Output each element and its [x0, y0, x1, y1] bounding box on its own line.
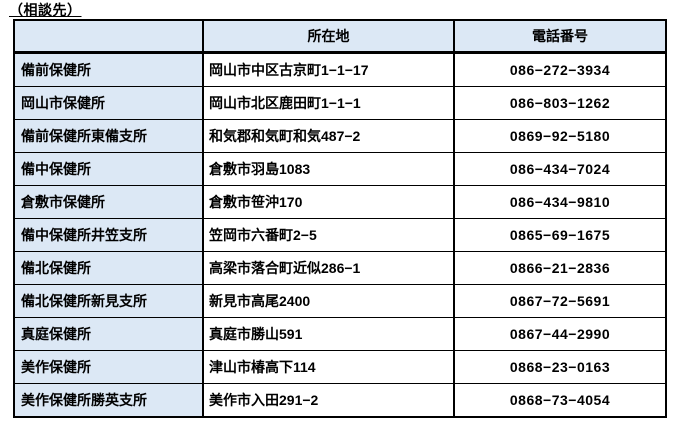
phone-cell: 086−434−7024 — [453, 152, 667, 186]
facility-name-cell: 美作保健所勝英支所 — [13, 383, 204, 418]
facility-name-cell: 倉敷市保健所 — [13, 185, 204, 219]
address-cell: 津山市椿高下114 — [202, 350, 455, 384]
phone-cell: 086−803−1262 — [453, 86, 667, 120]
facility-name-cell: 備前保健所東備支所 — [13, 119, 204, 153]
address-cell: 美作市入田291−2 — [202, 383, 455, 418]
facility-name-cell: 備北保健所新見支所 — [13, 284, 204, 318]
table-row: 備北保健所 高梁市落合町近似286−1 0866−21−2836 — [13, 251, 667, 285]
phone-cell: 0868−23−0163 — [453, 350, 667, 384]
address-cell: 岡山市北区鹿田町1−1−1 — [202, 86, 455, 120]
page-title: （相談先） — [9, 2, 82, 18]
table-row: 備中保健所井笠支所 笠岡市六番町2−5 0865−69−1675 — [13, 218, 667, 252]
table-row: 美作保健所勝英支所 美作市入田291−2 0868−73−4054 — [13, 383, 667, 418]
phone-cell: 0867−72−5691 — [453, 284, 667, 318]
facility-name-cell: 美作保健所 — [13, 350, 204, 384]
address-cell: 岡山市中区古京町1−1−17 — [202, 52, 455, 87]
facility-name-cell: 備中保健所井笠支所 — [13, 218, 204, 252]
address-cell: 和気郡和気町和気487−2 — [202, 119, 455, 153]
address-cell: 高梁市落合町近似286−1 — [202, 251, 455, 285]
phone-cell: 0865−69−1675 — [453, 218, 667, 252]
facility-name-cell: 備北保健所 — [13, 251, 204, 285]
facility-name-cell: 岡山市保健所 — [13, 86, 204, 120]
table-row: 備前保健所 岡山市中区古京町1−1−17 086−272−3934 — [13, 52, 667, 87]
address-cell: 真庭市勝山591 — [202, 317, 455, 351]
contact-table: 所在地 電話番号 備前保健所 岡山市中区古京町1−1−17 086−272−39… — [13, 19, 667, 418]
phone-cell: 086−434−9810 — [453, 185, 667, 219]
address-cell: 倉敷市笹沖170 — [202, 185, 455, 219]
header-row: 所在地 電話番号 — [13, 19, 667, 54]
table-row: 備中保健所 倉敷市羽島1083 086−434−7024 — [13, 152, 667, 186]
table-row: 岡山市保健所 岡山市北区鹿田町1−1−1 086−803−1262 — [13, 86, 667, 120]
facility-name-cell: 真庭保健所 — [13, 317, 204, 351]
facility-name-cell: 備中保健所 — [13, 152, 204, 186]
address-cell: 倉敷市羽島1083 — [202, 152, 455, 186]
table-row: 備北保健所新見支所 新見市高尾2400 0867−72−5691 — [13, 284, 667, 318]
header-phone: 電話番号 — [453, 19, 667, 54]
address-cell: 笠岡市六番町2−5 — [202, 218, 455, 252]
header-facility — [13, 19, 204, 54]
phone-cell: 086−272−3934 — [453, 52, 667, 87]
address-cell: 新見市高尾2400 — [202, 284, 455, 318]
phone-cell: 0868−73−4054 — [453, 383, 667, 418]
phone-cell: 0867−44−2990 — [453, 317, 667, 351]
table-row: 美作保健所 津山市椿高下114 0868−23−0163 — [13, 350, 667, 384]
facility-name-cell: 備前保健所 — [13, 52, 204, 87]
phone-cell: 0866−21−2836 — [453, 251, 667, 285]
table-row: 備前保健所東備支所 和気郡和気町和気487−2 0869−92−5180 — [13, 119, 667, 153]
phone-cell: 0869−92−5180 — [453, 119, 667, 153]
header-address: 所在地 — [202, 19, 455, 54]
table-row: 真庭保健所 真庭市勝山591 0867−44−2990 — [13, 317, 667, 351]
table-row: 倉敷市保健所 倉敷市笹沖170 086−434−9810 — [13, 185, 667, 219]
